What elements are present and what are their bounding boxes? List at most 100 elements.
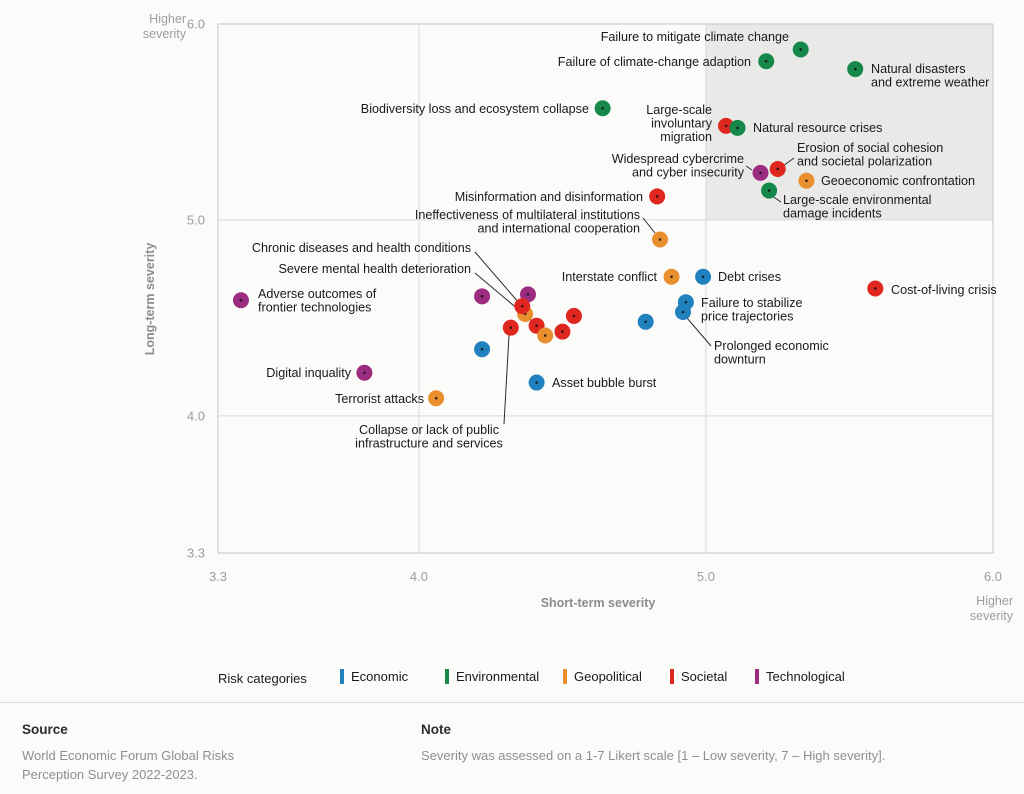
data-point-center-dot [767, 189, 771, 192]
point-label: Prolonged economic downturn [714, 339, 829, 367]
data-point[interactable] [663, 268, 680, 285]
data-point[interactable] [761, 182, 778, 199]
higher-severity-top-label: Higher severity [142, 12, 186, 41]
data-point[interactable] [867, 280, 884, 297]
data-point-center-dot [670, 275, 673, 279]
x-tick-label: 3.3 [209, 569, 227, 584]
y-axis-title: Long-term severity [143, 242, 157, 356]
point-label: Cost-of-living crisis [891, 283, 997, 297]
point-label: Interstate conflict [562, 270, 658, 284]
data-point[interactable] [428, 390, 445, 407]
data-point-center-dot [805, 179, 808, 183]
data-point-center-dot [561, 330, 564, 333]
data-point[interactable] [474, 288, 491, 305]
data-point-center-dot [239, 298, 243, 302]
legend-title: Risk categories [218, 671, 307, 686]
data-point[interactable] [649, 188, 666, 205]
data-point[interactable] [528, 374, 545, 391]
data-point-center-dot [644, 320, 647, 324]
legend-item-label: Technological [766, 669, 845, 684]
point-label: Digital inquality [266, 366, 351, 380]
label-leader-line [642, 217, 656, 234]
point-label: Erosion of social cohesion and societal p… [797, 141, 943, 169]
data-point-center-dot [736, 126, 739, 130]
note-title: Note [421, 722, 451, 737]
point-label: Chronic diseases and health conditions [252, 241, 471, 255]
plot-border [217, 23, 994, 554]
footer-divider [0, 702, 1024, 703]
data-point[interactable] [695, 268, 712, 285]
legend-item-label: Environmental [456, 669, 540, 684]
point-label: Terrorist attacks [335, 392, 424, 406]
data-point-center-dot [799, 48, 802, 51]
data-point-center-dot [874, 287, 877, 290]
data-point[interactable] [474, 341, 491, 358]
data-point-center-dot [509, 326, 513, 329]
point-label: Failure to mitigate climate change [601, 30, 789, 44]
point-label: Ineffectiveness of multilateral institut… [415, 208, 640, 236]
legend-item-geopolitical: Geopolitical [563, 669, 642, 684]
environmental-swatch [445, 669, 449, 684]
data-point[interactable] [537, 327, 554, 344]
highlight-quadrant [705, 24, 993, 220]
point-label: Geoeconomic confrontation [821, 174, 975, 188]
point-label: Debt crises [718, 270, 781, 284]
data-point[interactable] [847, 61, 864, 78]
risk-scatter-chart: 3.3 4.0 5.0 6.0 6.0 5.0 4.0 3.3 Failure to mitig… [187, 17, 1002, 585]
label-leader-line [782, 157, 795, 167]
y-tick-label: 3.3 [187, 546, 205, 561]
data-point-center-dot [655, 195, 659, 198]
x-tick-label: 6.0 [984, 569, 1002, 584]
data-point[interactable] [232, 292, 249, 309]
data-point[interactable] [675, 304, 691, 321]
data-point[interactable] [514, 298, 531, 315]
x-axis-title: Short-term severity [540, 596, 656, 610]
legend-item-technological: Technological [755, 669, 845, 684]
point-label: Large-scale environmental damage incident… [783, 193, 931, 221]
note-text: Severity was assessed on a 1-7 Likert sc… [421, 748, 886, 763]
data-point-center-dot [658, 238, 662, 241]
data-point[interactable] [565, 307, 582, 324]
data-point-center-dot [684, 300, 688, 304]
point-label: Failure of climate-change adaption [558, 55, 751, 69]
legend-item-economic: Economic [340, 669, 408, 684]
data-point-center-dot [543, 334, 547, 337]
label-leader-line [474, 251, 520, 304]
data-point[interactable] [752, 164, 769, 181]
data-point-center-dot [520, 304, 524, 308]
data-point[interactable] [769, 160, 786, 177]
x-tick-label: 4.0 [410, 569, 428, 584]
data-point-center-dot [853, 67, 857, 71]
point-label: Severe mental health deterioration [278, 262, 471, 276]
point-label: Natural disasters and extreme weather [871, 62, 989, 90]
legend-item-societal: Societal [670, 669, 727, 684]
data-point-center-dot [572, 314, 576, 318]
data-point[interactable] [554, 323, 571, 340]
data-point[interactable] [729, 119, 746, 136]
data-point[interactable] [792, 41, 809, 58]
legend-item-label: Societal [681, 669, 728, 684]
data-point-center-dot [480, 295, 484, 298]
point-label: Asset bubble burst [552, 376, 657, 390]
data-point[interactable] [637, 313, 654, 330]
data-point[interactable] [758, 53, 775, 70]
societal-swatch [670, 669, 674, 684]
data-point[interactable] [652, 231, 669, 248]
data-point-center-dot [724, 124, 728, 128]
point-label: Failure to stabilize price trajectories [701, 296, 803, 324]
data-point[interactable] [502, 319, 519, 336]
data-point[interactable] [594, 100, 611, 117]
data-point[interactable] [798, 172, 815, 189]
data-point-center-dot [363, 371, 366, 375]
point-label: Misinformation and disinformation [455, 190, 643, 204]
legend-item-label: Geopolitical [574, 669, 642, 684]
geopolitical-swatch [563, 669, 567, 684]
data-point-center-dot [434, 396, 438, 400]
y-tick-label: 5.0 [187, 212, 205, 227]
data-point-center-dot [480, 347, 484, 351]
legend-item-environmental: Environmental [445, 669, 539, 684]
data-point[interactable] [356, 364, 373, 381]
source-title: Source [22, 722, 68, 737]
data-point-center-dot [776, 167, 780, 171]
y-tick-label: 4.0 [187, 408, 205, 423]
